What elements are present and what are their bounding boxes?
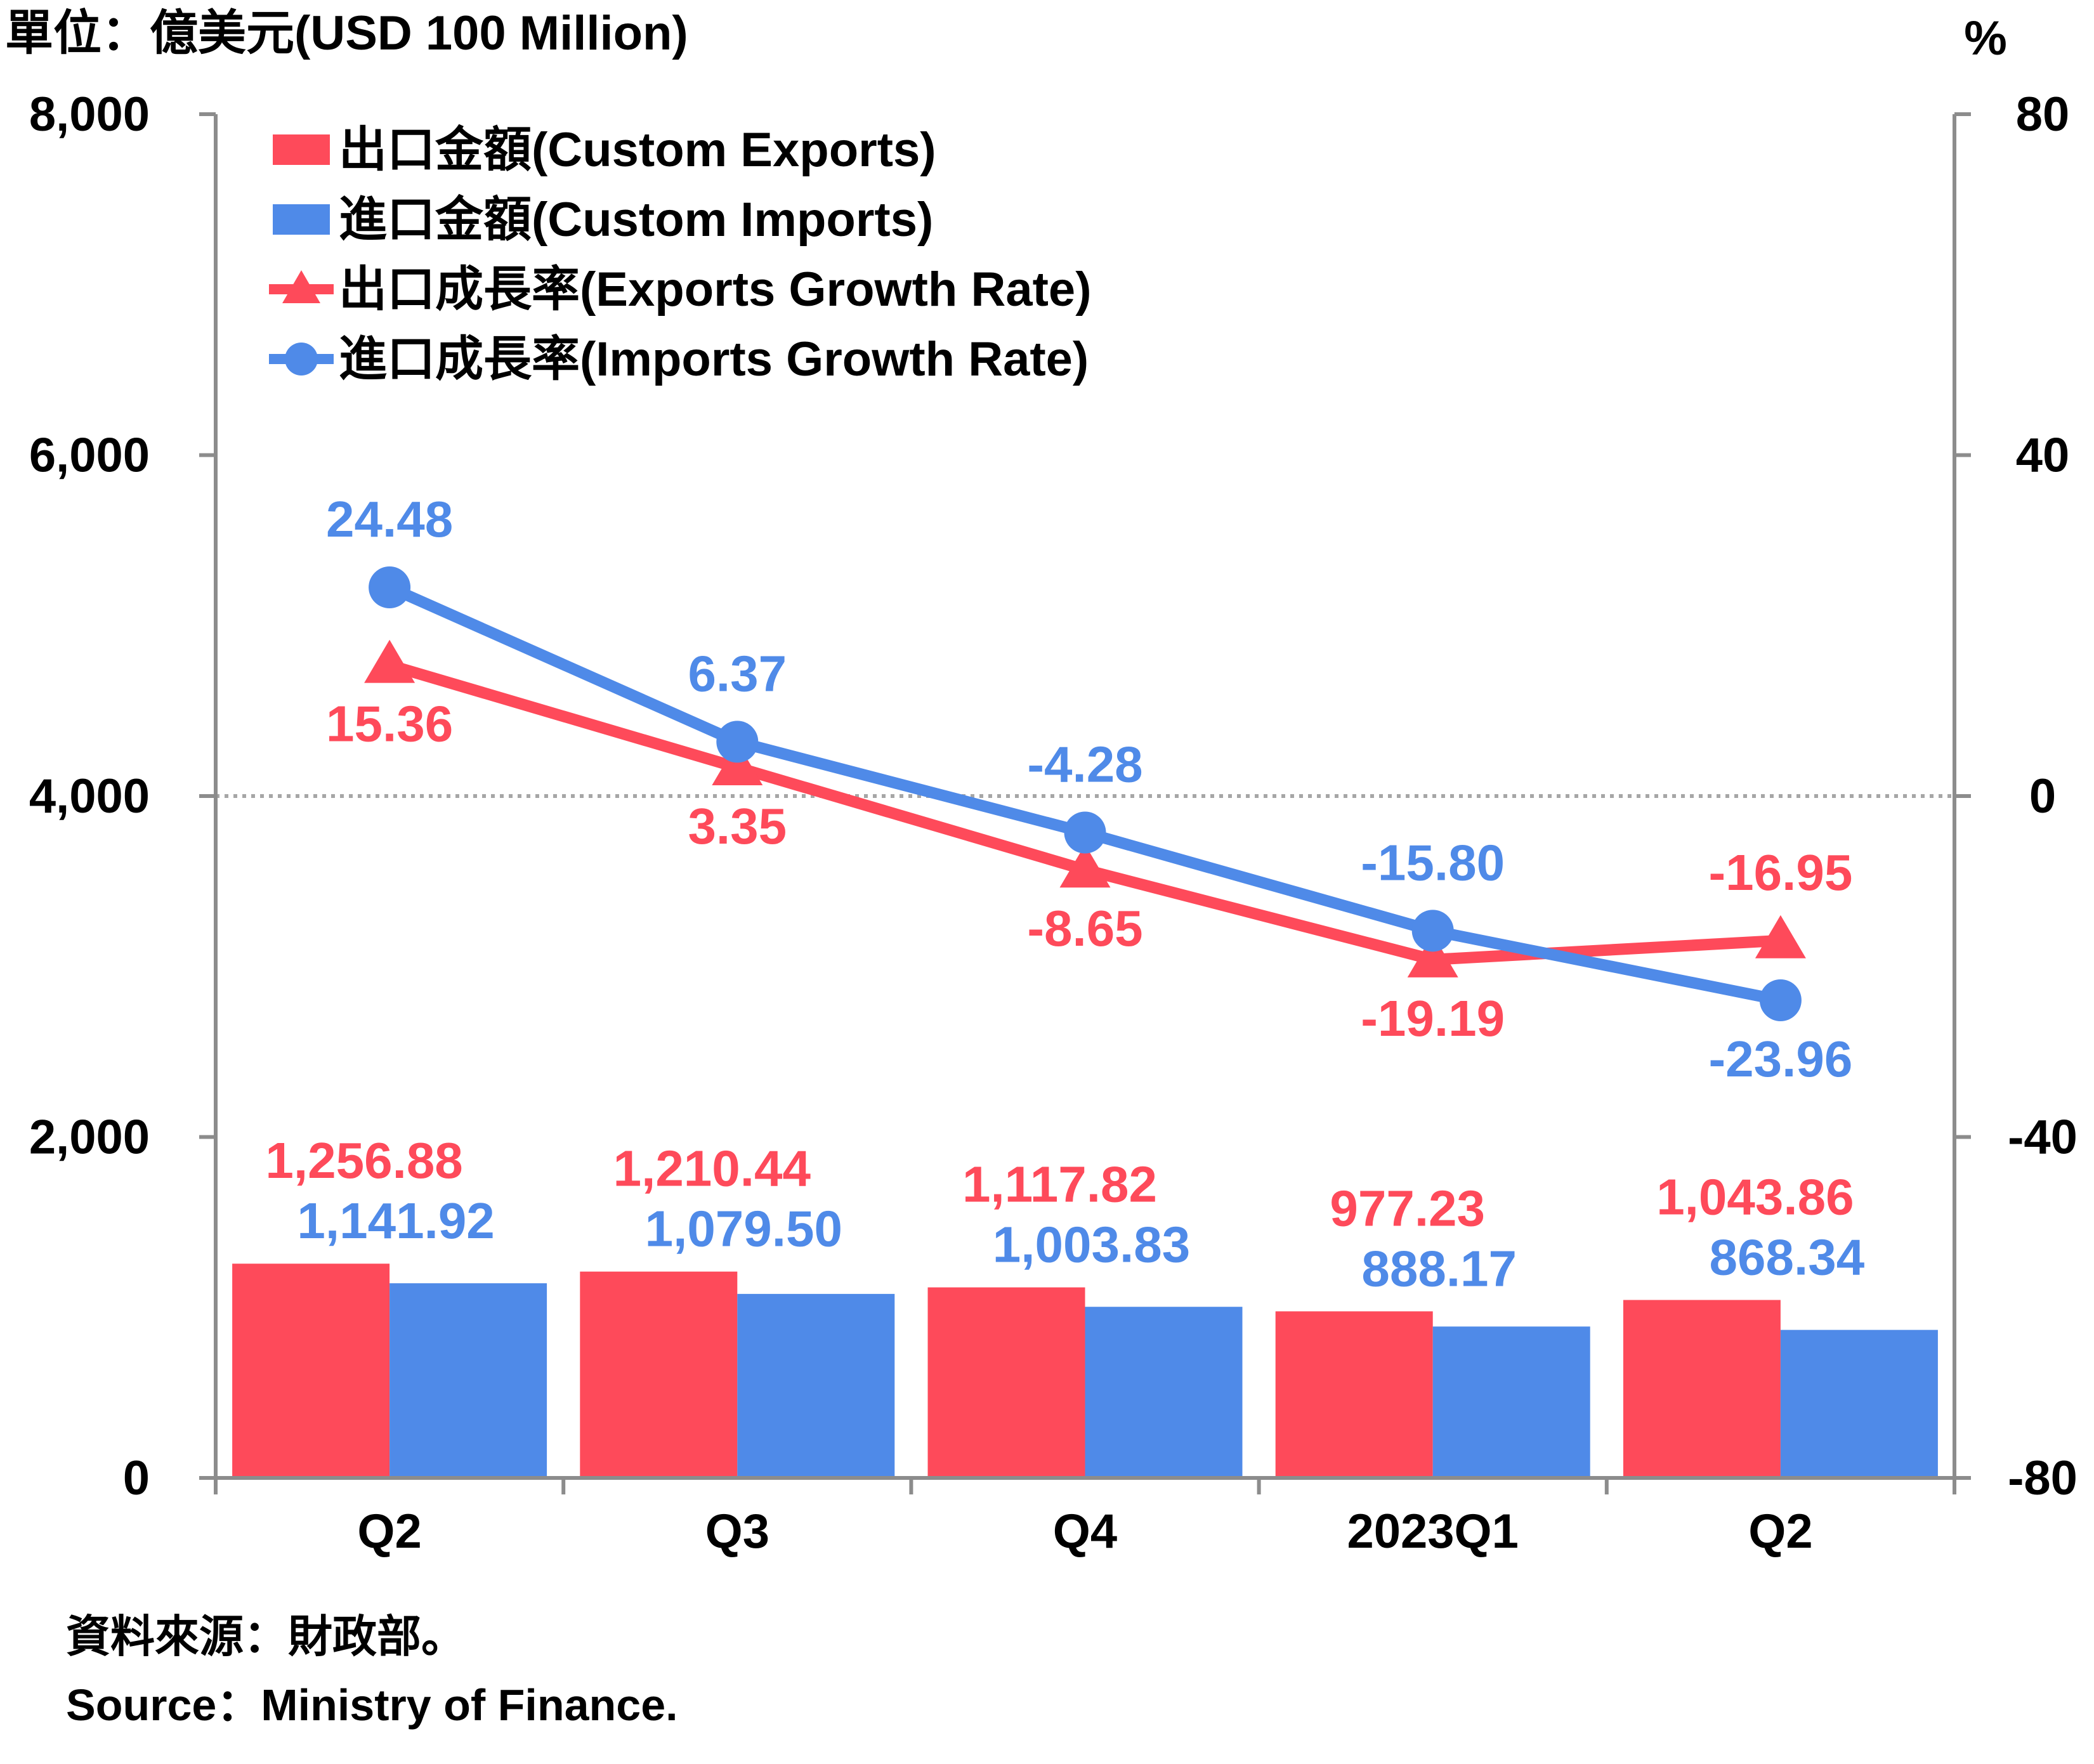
exports-value-label: 1,043.86 bbox=[1656, 1168, 1854, 1225]
left-axis-unit: 單位：億美元(USD 100 Million) bbox=[5, 6, 688, 60]
source-zh: 資料來源：財政部。 bbox=[66, 1612, 466, 1661]
x-category-label: Q4 bbox=[1053, 1505, 1117, 1558]
exports-growth-label: -19.19 bbox=[1361, 990, 1505, 1047]
exports-growth-point-1 bbox=[712, 742, 763, 785]
exports-growth-label: -8.65 bbox=[1027, 900, 1142, 957]
imports-growth-point-3 bbox=[1411, 910, 1454, 952]
right-tick-label: 40 bbox=[2016, 429, 2070, 483]
right-tick-label: 80 bbox=[2016, 88, 2070, 141]
left-tick-label: 2,000 bbox=[29, 1111, 150, 1165]
legend-swatch-0 bbox=[273, 134, 330, 165]
exports-growth-label: 3.35 bbox=[688, 798, 787, 854]
legend-swatch-1 bbox=[273, 204, 330, 235]
bar-exports-0 bbox=[232, 1264, 390, 1478]
imports-growth-point-4 bbox=[1759, 979, 1802, 1021]
exports-value-label: 1,256.88 bbox=[265, 1132, 462, 1189]
exports-value-label: 977.23 bbox=[1330, 1180, 1485, 1236]
lines-layer bbox=[364, 566, 1806, 1021]
legend-marker-triangle bbox=[282, 270, 320, 303]
bar-imports-2 bbox=[1085, 1307, 1243, 1478]
imports-growth-point-0 bbox=[369, 566, 411, 609]
imports-growth-label: -23.96 bbox=[1708, 1031, 1852, 1087]
bar-exports-3 bbox=[1275, 1311, 1433, 1478]
imports-growth-point-1 bbox=[716, 721, 759, 763]
bar-imports-1 bbox=[737, 1293, 895, 1478]
x-category-label: 2023Q1 bbox=[1347, 1505, 1518, 1558]
imports-growth-label: 24.48 bbox=[326, 491, 453, 547]
labels-layer: 1,256.881,141.92 15.36 24.48 1,210.441,079.… bbox=[265, 491, 1864, 1297]
imports-value-label: 1,079.50 bbox=[645, 1201, 842, 1257]
exports-growth-point-4 bbox=[1755, 915, 1806, 958]
imports-growth-point-2 bbox=[1064, 811, 1106, 854]
x-category-label: Q3 bbox=[705, 1505, 769, 1558]
left-tick-label: 6,000 bbox=[29, 429, 150, 483]
left-tick-label: 0 bbox=[123, 1451, 150, 1505]
exports-growth-point-0 bbox=[364, 639, 416, 683]
legend: 出口金額(Custom Exports) 進口金額(Custom Imports)… bbox=[269, 123, 1092, 386]
imports-value-label: 888.17 bbox=[1361, 1240, 1517, 1297]
left-tick-label: 4,000 bbox=[29, 769, 150, 823]
exports-growth-point-3 bbox=[1407, 934, 1458, 977]
bar-exports-2 bbox=[927, 1287, 1085, 1478]
left-tick-label: 8,000 bbox=[29, 88, 150, 141]
exports-value-label: 1,117.82 bbox=[962, 1156, 1157, 1213]
exports-growth-point-2 bbox=[1059, 844, 1111, 888]
axes-layer: 0 2,000 4,000 6,000 8,000 -80 -40 0 40 80 Q2 Q3 Q4 20… bbox=[29, 88, 2078, 1558]
legend-label: 出口金額(Custom Exports) bbox=[339, 123, 936, 177]
bar-imports-4 bbox=[1780, 1330, 1938, 1478]
legend-label: 進口成長率(Imports Growth Rate) bbox=[339, 332, 1089, 386]
right-tick-label: -40 bbox=[2008, 1111, 2078, 1165]
bar-exports-4 bbox=[1623, 1300, 1781, 1478]
x-category-label: Q2 bbox=[357, 1505, 421, 1558]
legend-marker-circle bbox=[285, 343, 318, 376]
imports-growth-label: 6.37 bbox=[688, 645, 787, 702]
x-category-label: Q2 bbox=[1748, 1505, 1812, 1558]
source-en: Source：Ministry of Finance. bbox=[66, 1680, 678, 1730]
right-tick-label: 0 bbox=[2029, 769, 2056, 823]
right-axis-unit: % bbox=[1964, 11, 2007, 65]
bar-imports-3 bbox=[1432, 1326, 1590, 1478]
exports-growth-label: -16.95 bbox=[1708, 844, 1852, 901]
exports-value-label: 1,210.44 bbox=[613, 1140, 811, 1197]
right-tick-label: -80 bbox=[2008, 1451, 2078, 1505]
bar-exports-1 bbox=[580, 1271, 738, 1478]
bars-layer bbox=[232, 1264, 1938, 1478]
legend-label: 出口成長率(Exports Growth Rate) bbox=[339, 263, 1092, 317]
exports-growth-label: 15.36 bbox=[326, 696, 453, 752]
bar-imports-0 bbox=[389, 1283, 547, 1478]
imports-growth-label: -4.28 bbox=[1027, 736, 1142, 793]
imports-value-label: 1,003.83 bbox=[993, 1217, 1190, 1273]
imports-value-label: 868.34 bbox=[1710, 1229, 1865, 1285]
imports-growth-label: -15.80 bbox=[1361, 834, 1505, 891]
imports-value-label: 1,141.92 bbox=[297, 1192, 494, 1249]
legend-label: 進口金額(Custom Imports) bbox=[339, 193, 933, 247]
